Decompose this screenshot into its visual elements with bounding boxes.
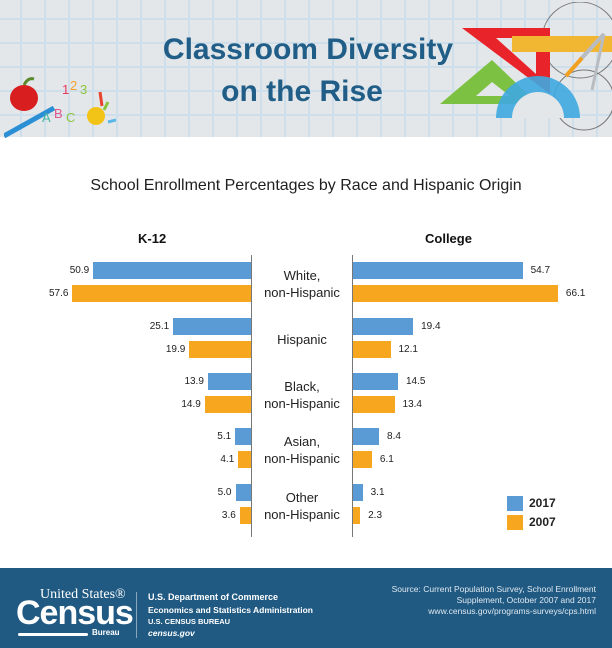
svg-text:2: 2	[70, 78, 77, 93]
logo-united-states: United States®	[40, 587, 126, 602]
college-value-2017: 8.4	[387, 431, 401, 442]
college-bar-2007	[353, 396, 395, 413]
k12-value-2017: 5.1	[217, 431, 232, 442]
school-supplies-icon: A B C 1 2 3	[4, 77, 116, 138]
k12-value-2017: 25.1	[149, 321, 170, 332]
legend-swatch-2007	[507, 515, 523, 530]
legend-label-2007: 2007	[529, 515, 556, 529]
college-bar-2017	[353, 484, 363, 501]
college-bar-2017	[353, 373, 398, 390]
college-bar-2007	[353, 451, 372, 468]
k12-axis-line	[251, 255, 252, 537]
college-value-2017: 19.4	[421, 321, 441, 332]
category-label-line1: White,	[283, 268, 321, 283]
geometry-tools-icon	[440, 2, 612, 131]
logo-census: Census	[16, 594, 134, 632]
college-value-2007: 12.1	[398, 344, 418, 355]
college-value-2017: 54.7	[530, 265, 551, 276]
dept-line-2: Economics and Statistics Administration	[148, 605, 313, 615]
category-label-line1: Other	[285, 490, 319, 505]
k12-bar-2017	[235, 484, 251, 501]
college-bar-2017	[353, 318, 414, 335]
k12-bar-2007	[238, 451, 251, 468]
category-label-line1: Black,	[284, 379, 320, 394]
dept-line-1: U.S. Department of Commerce	[148, 592, 279, 602]
svg-text:C: C	[66, 110, 75, 125]
college-value-2007: 66.1	[565, 288, 586, 299]
dept-line-3: U.S. CENSUS BUREAU	[148, 617, 231, 626]
category-label-line2: non-Hispanic	[264, 507, 340, 522]
source-line-1: Source: Current Population Survey, Schoo…	[391, 584, 596, 594]
svg-text:B: B	[54, 106, 63, 121]
k12-bar-2017	[207, 373, 251, 390]
k12-value-2007: 57.6	[48, 288, 69, 299]
college-value-2017: 3.1	[370, 487, 385, 498]
k12-value-2017: 50.9	[69, 265, 90, 276]
svg-text:3: 3	[80, 82, 87, 97]
chart-subtitle: School Enrollment Percentages by Race an…	[90, 177, 522, 194]
legend-label-2017: 2017	[529, 496, 556, 510]
college-value-2007: 13.4	[402, 399, 422, 410]
k12-value-2007: 3.6	[221, 510, 236, 521]
category-label-line2: non-Hispanic	[264, 451, 340, 466]
k12-value-2007: 4.1	[220, 454, 235, 465]
footer: United States® Census Bureau U.S. Depart…	[0, 568, 612, 648]
logo-bureau: Bureau	[92, 628, 120, 637]
k12-value-2017: 13.9	[184, 376, 204, 387]
footer-divider	[136, 592, 137, 638]
title-line-1: Classroom Diversity	[162, 33, 454, 66]
college-bar-2007	[353, 285, 558, 302]
logo-underline	[18, 633, 88, 636]
college-value-2007: 6.1	[379, 454, 394, 465]
k12-value-2017: 5.0	[217, 487, 232, 498]
college-bar-2007	[353, 507, 361, 524]
source-line-2: Supplement, October 2007 and 2017	[456, 595, 596, 605]
legend-swatch-2017	[507, 496, 523, 511]
k12-value-2007: 14.9	[181, 399, 201, 410]
k12-bar-2007	[189, 341, 251, 358]
college-value-2007: 2.3	[368, 510, 383, 521]
college-value-2017: 14.5	[405, 376, 426, 387]
source-note: Source: Current Population Survey, Schoo…	[356, 584, 596, 617]
category-label-line1: Asian,	[283, 434, 321, 449]
k12-bar-2007	[72, 285, 251, 302]
k12-panel-title: K-12	[138, 231, 167, 246]
k12-bar-2017	[173, 318, 251, 335]
college-bar-2017	[353, 262, 523, 279]
k12-bar-2007	[204, 396, 251, 413]
census-gov-link[interactable]: census.gov	[148, 628, 195, 638]
header-banner: A B C 1 2 3 Classroom Diversity on the R…	[0, 0, 612, 138]
college-axis-line	[352, 255, 353, 537]
k12-value-2007: 19.9	[165, 344, 186, 355]
k12-bar-2007	[239, 507, 251, 524]
category-label-line2: non-Hispanic	[264, 285, 340, 300]
college-bar-2007	[353, 341, 391, 358]
k12-bar-2017	[235, 428, 251, 445]
title-line-2: on the Rise	[221, 75, 383, 108]
svg-text:A: A	[42, 110, 51, 125]
k12-bar-2017	[93, 262, 251, 279]
category-label: Hispanic	[277, 332, 327, 347]
svg-text:1: 1	[62, 82, 69, 97]
college-bar-2017	[353, 428, 380, 445]
category-label-line2: non-Hispanic	[264, 396, 340, 411]
college-panel-title: College	[425, 231, 472, 246]
source-url[interactable]: www.census.gov/programs-surveys/cps.html	[428, 606, 596, 616]
